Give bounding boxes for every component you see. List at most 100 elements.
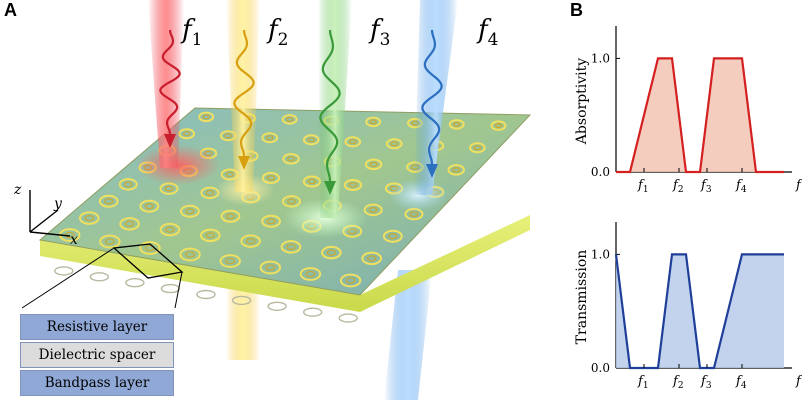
unit-cell-core (165, 226, 175, 233)
unit-cell-ring (339, 273, 362, 288)
unit-cell-ring (280, 240, 302, 254)
plate-side (40, 215, 530, 312)
axis-x-label: x (70, 232, 78, 248)
unit-cell-core (205, 232, 216, 239)
y-axis-label: Absorptivity (574, 58, 590, 145)
bandpass-ring (231, 295, 252, 306)
unit-cell-ring (364, 158, 383, 171)
freq-label-f2: f2 (266, 15, 288, 50)
bandpass-ring (302, 307, 323, 317)
wave-f1 (159, 29, 181, 135)
wave-f3 (319, 29, 341, 182)
incident-beam-f2 (226, 0, 260, 192)
freq-label-f3: f3 (368, 15, 390, 50)
unit-cell-ring (179, 204, 200, 218)
absorptivity-chart: 0.0 1.0 f1 f2 f3 f4 f Absorptivity (574, 26, 802, 195)
unit-cell-core (185, 251, 196, 258)
unit-cell-core (266, 175, 276, 181)
unit-cell-core (225, 257, 236, 265)
unit-cell-ring (78, 211, 100, 225)
x-tick-label: f4 (735, 374, 747, 391)
unit-cell-core (366, 255, 377, 262)
unit-cell-ring (199, 228, 221, 243)
zoom-line-right (174, 271, 183, 309)
transmission-chart: 0.0 1.0 f1 f2 f3 f4 f Transmission (574, 222, 802, 391)
unit-cell-ring (281, 114, 298, 125)
unit-cell-core (84, 215, 94, 222)
unit-cell-core (345, 277, 356, 284)
unit-cell-ring (259, 260, 282, 275)
x-tick-label: f1 (637, 178, 649, 195)
layer-dielectric: Dielectric spacer (20, 342, 174, 368)
unit-cell-core (104, 198, 114, 205)
unit-cell-ring (321, 245, 342, 260)
wave-arrow-f4 (426, 164, 438, 178)
unit-cell-ring (299, 267, 322, 281)
unit-cell-core (452, 167, 461, 173)
unit-cell-ring (219, 254, 241, 268)
axis-y-label: y (53, 196, 63, 212)
axis-z-label: z (13, 182, 22, 198)
unit-cell-core (453, 121, 461, 127)
unit-cell-core (265, 135, 274, 141)
unit-cell-ring (447, 164, 465, 176)
bandpass-ring (125, 278, 145, 288)
unit-cell-core (390, 141, 399, 147)
unit-cell-core (326, 249, 337, 256)
wave-f2 (233, 29, 255, 157)
panel-label-a: A (4, 0, 17, 20)
unit-cell-core (348, 182, 358, 188)
y-axis-label: Transmission (574, 250, 590, 345)
freq-label-f1: f1 (180, 15, 202, 50)
y-tick-label: 0.0 (591, 361, 610, 375)
unit-cell-ring (99, 234, 121, 249)
band-fill (616, 58, 784, 172)
x-tick-label: f3 (700, 178, 712, 195)
series-line (616, 57, 784, 174)
y-tick-label: 1.0 (591, 247, 610, 261)
unit-cell-core (286, 116, 294, 122)
unit-cell-ring (302, 134, 320, 146)
x-tick-label: f2 (672, 178, 684, 195)
unit-cell-core (287, 156, 296, 162)
unit-cell-ring (261, 132, 279, 144)
unit-cell-core (286, 243, 296, 250)
unit-cell-ring (261, 214, 281, 228)
unit-cell-core (225, 213, 236, 220)
unit-cell-core (369, 161, 378, 168)
unit-cell-core (265, 264, 276, 271)
x-tick-label: f1 (637, 374, 649, 391)
unit-cell-ring (139, 199, 160, 213)
unit-cell-core (164, 185, 174, 192)
unit-cell-ring (469, 142, 486, 154)
layer-resistive: Resistive layer (20, 314, 174, 340)
unit-cell-core (185, 208, 195, 215)
unit-cell-ring (343, 179, 363, 191)
unit-cell-ring (198, 111, 215, 123)
unit-cell-core (388, 233, 398, 240)
unit-cell-ring (385, 138, 403, 150)
unit-cell-core (305, 270, 316, 278)
unit-cell-ring (119, 217, 140, 231)
unit-cell-ring (361, 251, 383, 266)
unit-cell-ring (363, 203, 383, 217)
unit-cell-core (368, 207, 378, 213)
unit-cell-ring (490, 120, 507, 131)
unit-cell-core (287, 198, 296, 205)
unit-cell-ring (448, 119, 465, 130)
metasurface-illustration: f1 f2 f3 f4 z y x (13, 0, 532, 400)
unit-cell-core (307, 137, 316, 143)
wave-arrow-f3 (324, 181, 336, 195)
unit-cell-core (202, 114, 210, 120)
unit-cell-ring (98, 194, 119, 208)
x-tick-label: f4 (735, 178, 747, 195)
bandpass-ring (160, 283, 181, 294)
unit-cell-core (124, 220, 135, 227)
bandpass-ring (338, 313, 358, 323)
y-tick-label: 0.0 (591, 165, 610, 179)
unit-cell-ring (240, 234, 261, 248)
unit-cell-core (245, 238, 256, 245)
bandpass-ring (267, 301, 287, 311)
layer-resistive-label: Resistive layer (46, 319, 148, 335)
